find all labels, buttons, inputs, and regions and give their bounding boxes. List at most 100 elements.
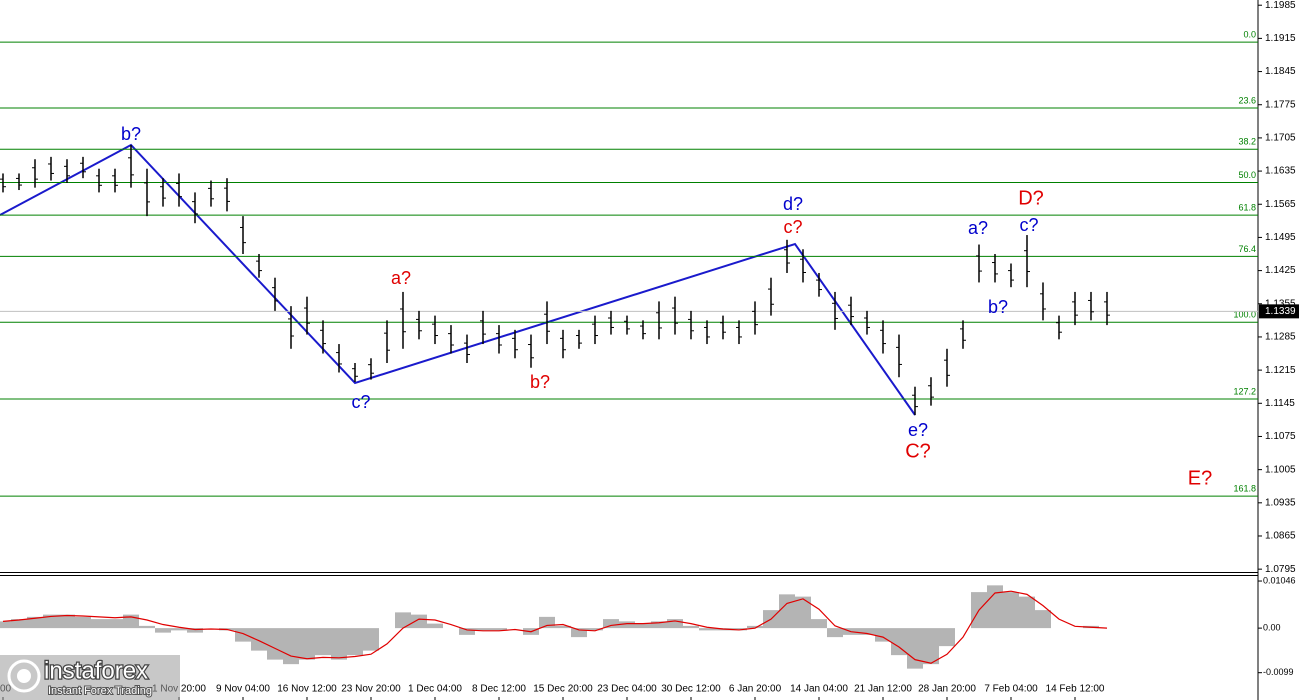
histogram-bar — [155, 628, 171, 633]
y-tick-label: 1.1565 — [1265, 199, 1296, 210]
current-price-box — [1259, 304, 1299, 319]
fib-label: 0.0 — [1243, 30, 1256, 40]
wave-label: D? — [1018, 187, 1044, 209]
wave-label: b? — [988, 297, 1008, 317]
histogram-bar — [59, 614, 75, 629]
fib-label: 50.0 — [1238, 170, 1256, 180]
wave-label: c? — [351, 392, 370, 412]
histogram-bar — [1035, 610, 1051, 629]
histogram-bar — [347, 628, 363, 656]
fib-label: 100.0 — [1233, 310, 1256, 320]
histogram-bar — [427, 623, 443, 629]
histogram-bar — [11, 619, 27, 629]
histogram-bar — [171, 628, 187, 631]
histogram-bar — [667, 619, 683, 629]
wave-label: a? — [391, 268, 411, 288]
wave-label: c? — [783, 217, 802, 237]
watermark-brand: instaforex — [44, 657, 148, 684]
histogram-bar — [459, 628, 475, 635]
y-tick-label: 1.0795 — [1265, 564, 1296, 575]
histogram-bar — [683, 625, 699, 629]
histogram-bar — [939, 628, 955, 647]
histogram-bar — [27, 616, 43, 629]
x-tick-label: 7 Feb 04:00 — [984, 684, 1038, 695]
y-tick-label: 1.1915 — [1265, 33, 1296, 44]
histogram-bar — [699, 628, 715, 631]
x-tick-label: 23 Dec 04:00 — [597, 684, 657, 695]
y-tick-label: 0.01046 — [1263, 575, 1296, 585]
fib-label: 38.2 — [1238, 137, 1256, 147]
histogram-bar — [987, 585, 1003, 629]
wave-label: d? — [783, 194, 803, 214]
signal-line — [2, 590, 1108, 664]
x-tick-label: 23 Nov 20:00 — [341, 684, 401, 695]
y-tick-label: 1.1635 — [1265, 166, 1296, 177]
histogram-bar — [267, 628, 283, 660]
histogram-bar — [907, 628, 923, 669]
y-tick-label: 0.00 — [1263, 622, 1281, 632]
x-tick-label: 28 Jan 20:00 — [918, 684, 976, 695]
y-tick-label: 1.1495 — [1265, 232, 1296, 243]
histogram-bar — [411, 614, 427, 629]
histogram-bar — [875, 628, 891, 642]
histogram-bar — [795, 596, 811, 629]
histogram-bar — [187, 628, 203, 633]
x-tick-label: 9 Nov 04:00 — [216, 684, 270, 695]
histogram-bar — [363, 628, 379, 651]
wave-label: b? — [121, 124, 141, 144]
wave-label: a? — [968, 218, 988, 238]
x-tick-label: 6 Jan 20:00 — [729, 684, 782, 695]
y-tick-label: 1.0865 — [1265, 531, 1296, 542]
histogram-bar — [1019, 596, 1035, 629]
wave-label: c? — [1019, 215, 1038, 235]
histogram-bar — [891, 628, 907, 656]
x-tick-label: 8 Dec 12:00 — [472, 684, 526, 695]
wave-label: C? — [905, 440, 931, 462]
y-tick-label: 1.1005 — [1265, 464, 1296, 475]
histogram-bar — [491, 628, 507, 631]
y-tick-label: 1.1075 — [1265, 431, 1296, 442]
histogram-bar — [827, 628, 843, 638]
histogram-bar — [299, 628, 315, 660]
histogram-bar — [107, 619, 123, 629]
histogram-bar — [475, 628, 491, 631]
histogram-bar — [539, 616, 555, 629]
y-tick-label: 1.1845 — [1265, 66, 1296, 77]
logo-core — [17, 669, 31, 683]
logo-ring — [7, 659, 41, 693]
y-tick-label: 1.1705 — [1265, 133, 1296, 144]
x-tick-label: 30 Dec 12:00 — [661, 684, 721, 695]
histogram-bar — [635, 623, 651, 629]
histogram-bar — [315, 628, 331, 656]
fib-label: 76.4 — [1238, 244, 1256, 254]
histogram-bar — [571, 628, 587, 638]
y-tick-label: 1.1355 — [1265, 298, 1296, 309]
wave-label: e? — [908, 420, 928, 440]
y-tick-label: -0.0099 — [1263, 667, 1294, 677]
histogram-bar — [779, 594, 795, 629]
histogram-bar — [139, 625, 155, 629]
watermark-tagline: Instant Forex Trading — [48, 685, 152, 697]
y-tick-label: 1.1215 — [1265, 365, 1296, 376]
watermark: instaforex Instant Forex Trading — [0, 655, 180, 700]
histogram-bar — [555, 625, 571, 629]
histogram-bar — [43, 614, 59, 629]
y-tick-label: 1.1775 — [1265, 99, 1296, 110]
histogram-bar — [747, 625, 763, 629]
wave-label: E? — [1188, 467, 1212, 489]
histogram-bar — [395, 612, 411, 629]
x-tick-label: 14 Jan 04:00 — [790, 684, 848, 695]
histogram-bar — [619, 621, 635, 629]
histogram-bar — [923, 628, 939, 665]
x-tick-label: 16 Nov 12:00 — [277, 684, 337, 695]
fib-label: 23.6 — [1238, 95, 1256, 105]
x-tick-label: 1 Dec 04:00 — [408, 684, 462, 695]
x-tick-label: 21 Jan 12:00 — [854, 684, 912, 695]
histogram-bar — [859, 628, 875, 635]
fib-label: 61.8 — [1238, 203, 1256, 213]
histogram-bar — [731, 628, 747, 631]
histogram-bar — [75, 616, 91, 629]
histogram-bar — [811, 619, 827, 629]
